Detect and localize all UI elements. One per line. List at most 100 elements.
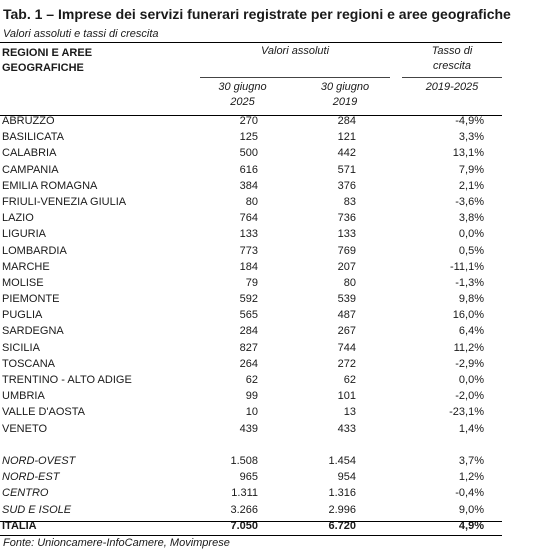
region-name: LIGURIA (2, 228, 47, 241)
value-2025: 284 (239, 325, 258, 338)
value-2025: 79 (245, 276, 258, 289)
region-name: CENTRO (2, 487, 49, 500)
value-2025: 125 (239, 131, 258, 144)
value-2019: 1.316 (328, 487, 356, 500)
region-name: EMILIA ROMAGNA (2, 179, 98, 192)
region-name: NORD-OVEST (2, 454, 76, 467)
value-2019: 539 (337, 293, 356, 306)
growth-rate: 0,5% (458, 244, 484, 257)
value-2019: 442 (337, 147, 356, 160)
area-row: NORD-OVEST 1.508 1.454 3,7% (0, 453, 502, 469)
total-row: ITALIA 7.050 6.720 4,9% (0, 518, 502, 534)
value-2025: 500 (239, 147, 258, 160)
table-row: FRIULI-VENEZIA GIULIA 80 83 -3,6% (0, 194, 502, 210)
header-col-2025: 30 giugno 2025 (205, 80, 280, 110)
value-2025: 827 (239, 341, 258, 354)
value-2019: 13 (343, 406, 356, 419)
region-name: MOLISE (2, 276, 44, 289)
region-name: VENETO (2, 422, 48, 435)
table-row: MOLISE 79 80 -1,3% (0, 275, 502, 291)
growth-rate: 3,3% (458, 131, 484, 144)
value-2019: 121 (337, 131, 356, 144)
header-col-2019: 30 giugno 2019 (300, 80, 390, 110)
table-row: SICILIA 827 744 11,2% (0, 340, 502, 356)
value-2025: 184 (239, 260, 258, 273)
header-col-rate: 2019-2025 (425, 81, 479, 93)
growth-rate: 4,9% (458, 519, 484, 532)
area-row: CENTRO 1.311 1.316 -0,4% (0, 485, 502, 501)
value-2025: 616 (239, 163, 258, 176)
region-name: ITALIA (2, 519, 37, 532)
total-top-rule (0, 521, 502, 522)
value-2025: 264 (239, 357, 258, 370)
value-2019: 736 (337, 212, 356, 225)
header-col-2019-line2: 2019 (332, 96, 358, 108)
value-2025: 565 (239, 309, 258, 322)
value-2025: 764 (239, 212, 258, 225)
value-2019: 101 (337, 390, 356, 403)
region-name: TRENTINO - ALTO ADIGE (2, 374, 132, 386)
value-2025: 1.508 (230, 454, 258, 467)
value-2025: 10 (245, 406, 258, 419)
region-name: TOSCANA (2, 357, 55, 370)
value-2019: 284 (337, 115, 356, 127)
table-row: LAZIO 764 736 3,8% (0, 210, 502, 226)
value-2019: 2.996 (328, 503, 356, 516)
region-name: VALLE D'AOSTA (2, 406, 85, 419)
value-2025: 1.311 (231, 487, 258, 500)
header-col-2019-line1: 30 giugno (320, 81, 370, 93)
growth-rate: 11,2% (453, 341, 484, 354)
value-2019: 80 (343, 276, 356, 289)
growth-rate: -3,6% (455, 195, 484, 208)
region-name: UMBRIA (2, 390, 45, 403)
total-bottom-rule (0, 535, 502, 536)
value-2025: 3.266 (230, 503, 258, 516)
value-2025: 62 (245, 374, 258, 386)
value-2025: 270 (239, 115, 258, 127)
header-region-line2: GEOGRAFICHE (2, 62, 84, 74)
growth-rate: 3,7% (458, 454, 484, 467)
growth-rate: -2,9% (455, 357, 484, 370)
table-row: CAMPANIA 616 571 7,9% (0, 162, 502, 178)
table-row: VALLE D'AOSTA 10 13 -23,1% (0, 404, 502, 420)
value-2025: 384 (239, 179, 258, 192)
region-name: NORD-EST (2, 471, 60, 484)
table-row: MARCHE 184 207 -11,1% (0, 259, 502, 275)
value-2025: 7.050 (230, 519, 258, 532)
value-2025: 133 (239, 228, 258, 241)
growth-rate: 16,0% (452, 309, 484, 322)
table-body: ABRUZZO 270 284 -4,9% BASILICATA 125 121 3,3% CA… (0, 113, 502, 534)
growth-rate: -23,1% (449, 406, 484, 419)
region-name: PUGLIA (2, 309, 43, 322)
growth-rate: 0,0% (458, 374, 484, 386)
table-title: Tab. 1 – Imprese dei servizi funerari re… (3, 6, 511, 22)
region-name: LOMBARDIA (2, 244, 67, 257)
value-2025: 99 (245, 390, 258, 403)
table-row: LIGURIA 133 133 0,0% (0, 226, 502, 242)
growth-rate: 0,0% (458, 228, 484, 241)
value-2019: 133 (337, 228, 356, 241)
header-growth-rate: Tasso di crescita (402, 44, 502, 74)
header-underline-rate (402, 77, 502, 78)
value-2019: 272 (337, 357, 356, 370)
table-row: TRENTINO - ALTO ADIGE 62 62 0,0% (0, 372, 502, 388)
growth-rate: -2,0% (455, 390, 484, 403)
area-row: SUD E ISOLE 3.266 2.996 9,0% (0, 502, 502, 518)
header-region-line1: REGIONI E AREE (2, 47, 93, 59)
region-name: SUD E ISOLE (2, 503, 72, 516)
header-rate-line2: crescita (433, 60, 471, 72)
value-2019: 769 (337, 244, 356, 257)
value-2025: 773 (239, 244, 258, 257)
table-subtitle: Valori assoluti e tassi di crescita (3, 28, 159, 40)
table-row: BASILICATA 125 121 3,3% (0, 129, 502, 145)
table-source: Fonte: Unioncamere-InfoCamere, Movimpres… (3, 537, 230, 549)
region-name: SARDEGNA (2, 325, 64, 338)
value-2019: 571 (337, 163, 356, 176)
value-2019: 433 (337, 422, 356, 435)
growth-rate: -4,9% (455, 115, 484, 127)
growth-rate: -0,4% (455, 487, 484, 500)
growth-rate: 6,4% (458, 325, 484, 338)
region-name: PIEMONTE (2, 293, 60, 306)
header-col-2025-line1: 30 giugno (218, 81, 267, 93)
region-name: MARCHE (2, 260, 50, 273)
